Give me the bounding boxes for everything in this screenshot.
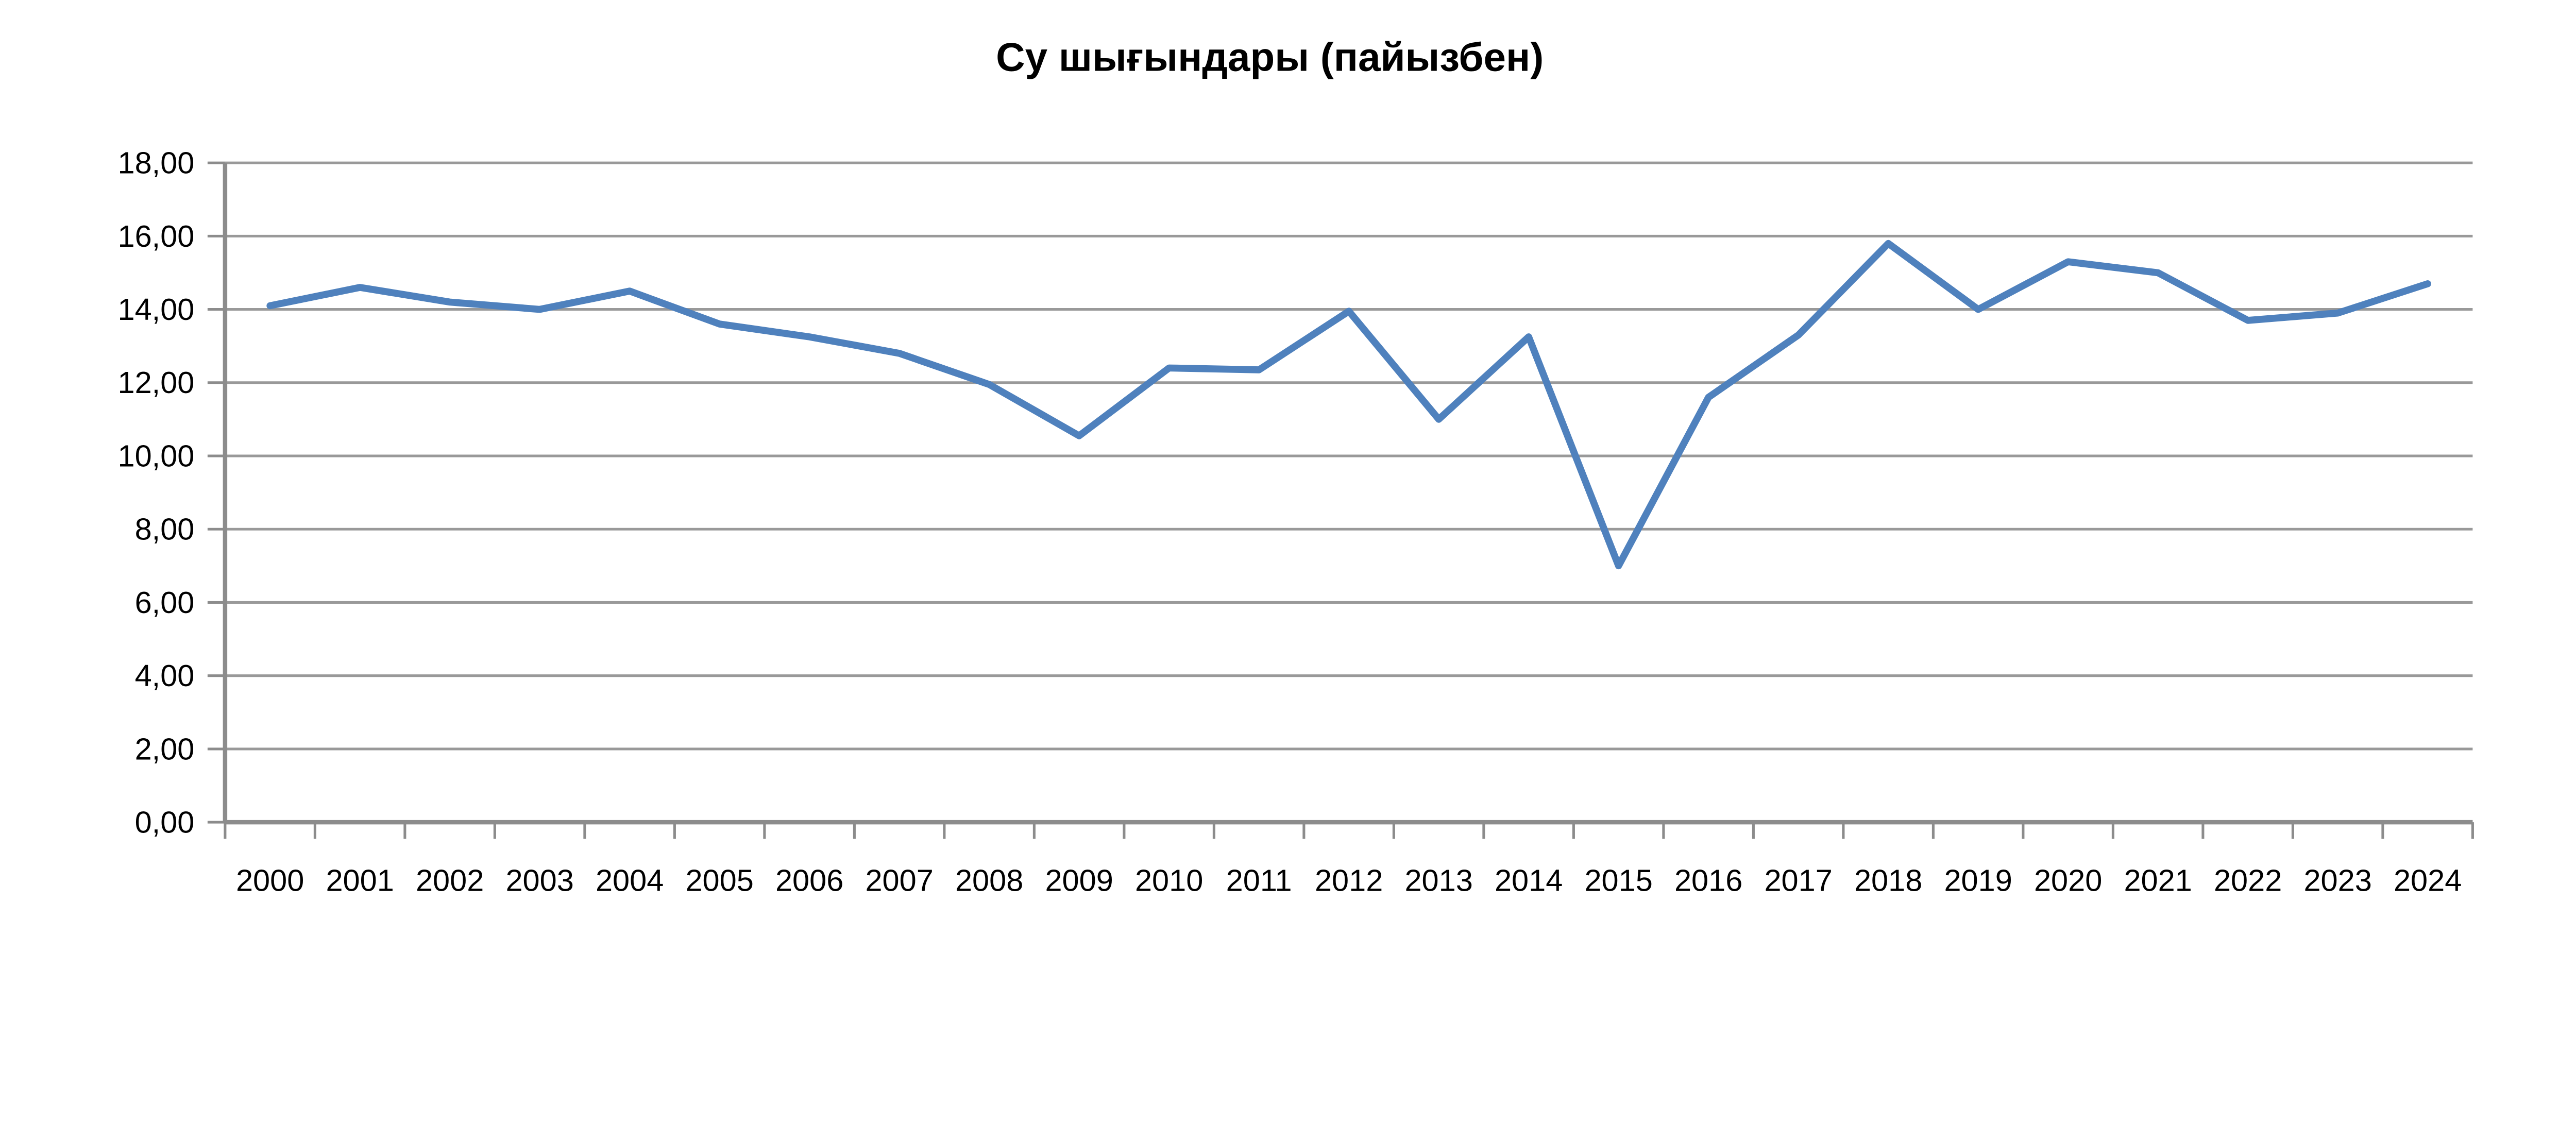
axes (223, 163, 2473, 825)
y-tick-label: 8,00 (135, 512, 195, 547)
data-series (266, 240, 2431, 570)
tick-marks (207, 161, 2474, 839)
x-tick-label: 2008 (955, 863, 1023, 898)
x-tick-label: 2003 (505, 863, 573, 898)
x-tick-label: 2005 (685, 863, 753, 898)
x-tick-label: 2016 (1674, 863, 1742, 898)
x-tick-label: 2020 (2034, 863, 2102, 898)
axis-labels: 0,00 2,00 4,00 6,00 8,00 10,00 12,00 14,00 16,00… (118, 146, 2462, 898)
x-tick-label: 2007 (865, 863, 933, 898)
y-tick-label: 10,00 (118, 438, 195, 473)
x-tick-label: 2010 (1135, 863, 1203, 898)
chart-title: Су шығындары (пайызбен) (996, 35, 1544, 80)
y-tick-label: 18,00 (118, 146, 195, 180)
x-tick-label: 2011 (1226, 863, 1292, 898)
x-tick-label: 2023 (2303, 863, 2371, 898)
x-tick-label: 2021 (2124, 863, 2192, 898)
x-tick-label: 2018 (1854, 863, 1922, 898)
y-tick-label: 14,00 (118, 292, 195, 327)
y-tick-label: 6,00 (135, 585, 195, 620)
y-tick-label: 12,00 (118, 365, 195, 400)
x-tick-label: 2017 (1764, 863, 1832, 898)
line-chart: 0,00 2,00 4,00 6,00 8,00 10,00 12,00 14,00 16,00… (117, 34, 2474, 898)
x-tick-label: 2022 (2214, 863, 2282, 898)
x-tick-label: 2001 (326, 863, 394, 898)
y-tick-label: 2,00 (135, 731, 195, 766)
x-tick-label: 2019 (1944, 863, 2012, 898)
x-tick-label: 2004 (596, 863, 664, 898)
x-tick-label: 2013 (1404, 863, 1472, 898)
x-tick-label: 2006 (775, 863, 843, 898)
x-tick-label: 2014 (1495, 863, 1563, 898)
x-tick-label: 2000 (236, 863, 304, 898)
x-tick-label: 2009 (1045, 863, 1113, 898)
x-tick-label: 2012 (1315, 863, 1383, 898)
gridlines (225, 161, 2473, 751)
x-tick-label: 2002 (416, 863, 484, 898)
y-tick-label: 4,00 (135, 658, 195, 693)
series-line (266, 240, 2431, 570)
y-tick-label: 16,00 (118, 219, 195, 253)
chart-container: 0,00 2,00 4,00 6,00 8,00 10,00 12,00 14,00 16,00… (117, 34, 2474, 898)
y-tick-label: 0,00 (135, 805, 195, 840)
x-tick-label: 2024 (2394, 863, 2462, 898)
x-tick-label: 2015 (1584, 863, 1652, 898)
